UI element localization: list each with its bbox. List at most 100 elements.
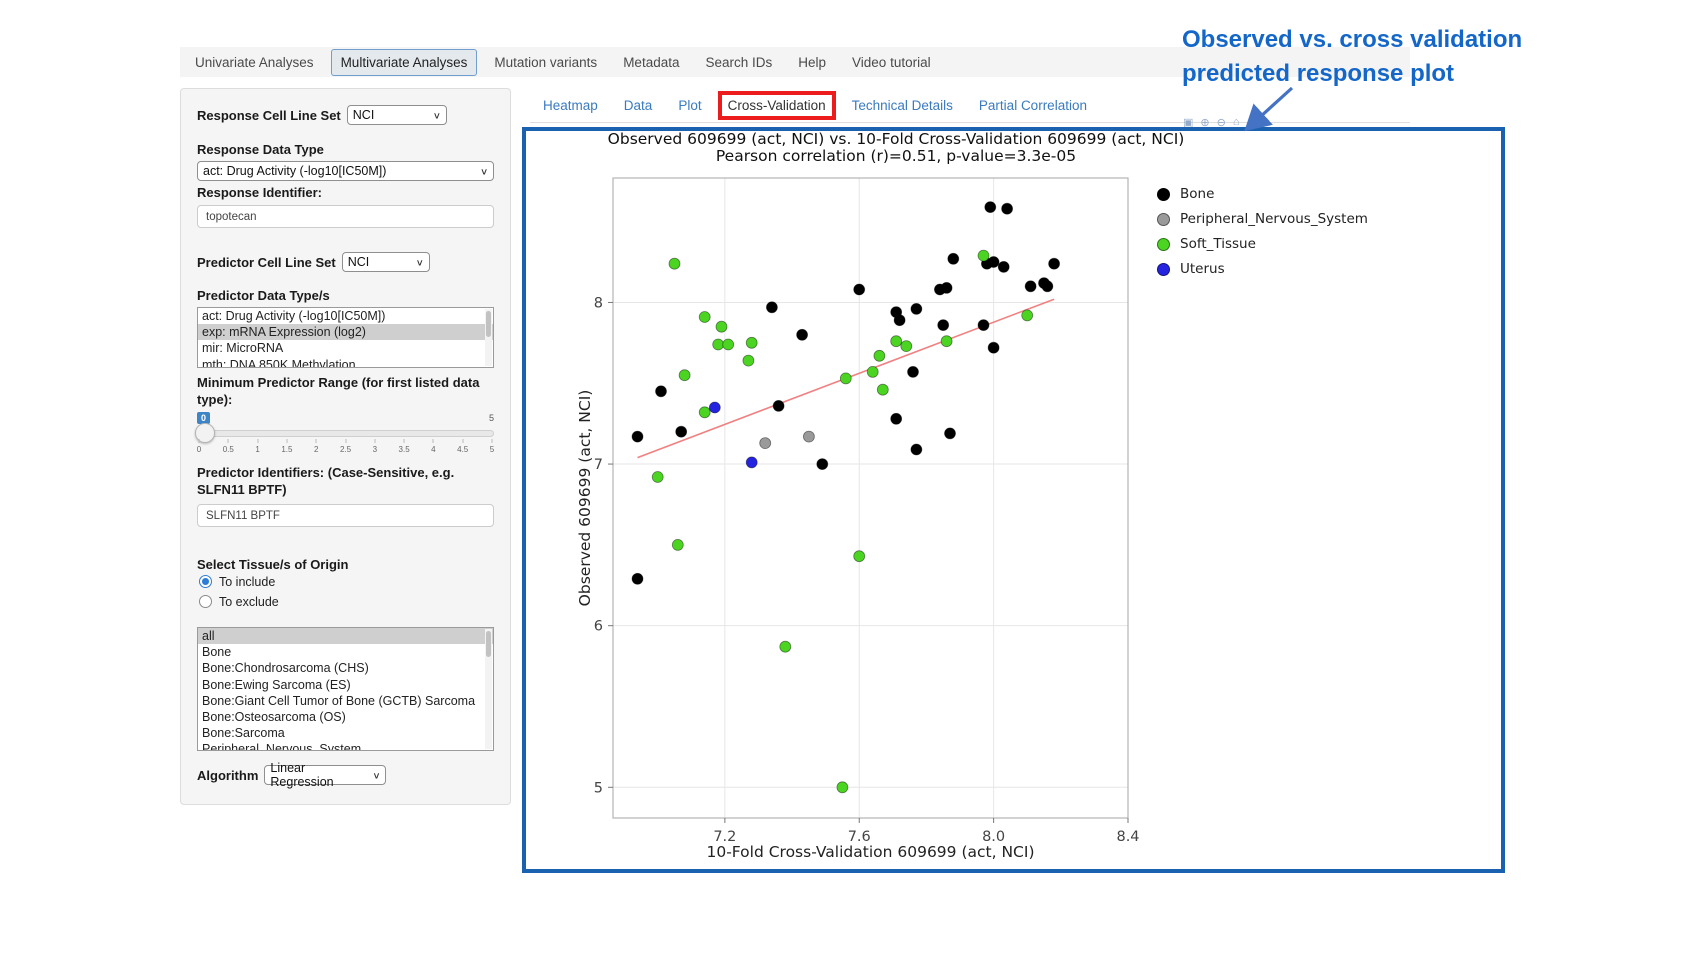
predictor-data-types-list[interactable]: act: Drug Activity (-log10[IC50M]) exp: m… xyxy=(197,307,494,368)
tab-heatmap[interactable]: Heatmap xyxy=(543,97,598,113)
nav-tab-help[interactable]: Help xyxy=(798,54,827,70)
radio-to-exclude[interactable]: To exclude xyxy=(199,595,494,609)
tissue-origin-list[interactable]: all Bone Bone:Chondrosarcoma (CHS) Bone:Ewi… xyxy=(197,627,494,751)
slider-handle[interactable] xyxy=(195,423,215,443)
legend-marker-icon xyxy=(1157,212,1170,226)
nav-tab-video-tutorial[interactable]: Video tutorial xyxy=(852,54,931,70)
predictor-cell-line-set-value: NCI xyxy=(347,255,370,269)
chevron-down-icon: ∨ xyxy=(479,166,488,177)
slider-tick-label: 2.5 xyxy=(339,445,352,454)
response-identifier-input[interactable] xyxy=(197,205,494,228)
predictor-data-types-label: Predictor Data Type/s xyxy=(197,288,330,303)
slider-tick-mark xyxy=(374,439,376,443)
legend-item-peripheral-nervous-system[interactable]: Peripheral_Nervous_System xyxy=(1157,211,1368,227)
slider-tick-label: 2 xyxy=(313,445,319,454)
algorithm-select[interactable]: Linear Regression ∨ xyxy=(264,761,387,789)
min-predictor-range-slider[interactable]: 0 5 0 0.5 1 1.5 2 2.5 3 3.5 4 4.5 5 xyxy=(195,412,495,456)
slider-tick-mark xyxy=(462,439,464,443)
nav-tab-search-ids[interactable]: Search IDs xyxy=(705,54,773,70)
plot-legend: Bone Peripheral_Nervous_System Soft_Tissue… xyxy=(1157,186,1368,286)
tissue-option-peripheral-nervous-system[interactable]: Peripheral_Nervous_System xyxy=(202,742,362,751)
slider-tick-mark xyxy=(198,439,200,443)
nav-tab-mutation-variants[interactable]: Mutation variants xyxy=(494,54,598,70)
legend-label: Peripheral_Nervous_System xyxy=(1180,211,1368,227)
tab-cross-validation[interactable]: Cross-Validation xyxy=(717,90,836,120)
tissue-origin-label: Select Tissue/s of Origin xyxy=(197,557,349,572)
radio-selected-icon xyxy=(199,575,212,588)
slider-tick-mark xyxy=(345,439,346,443)
tissue-option-bone-giant-cell-tumor-of-bone-gctb-sarcoma[interactable]: Bone:Giant Cell Tumor of Bone (GCTB) Sar… xyxy=(202,693,476,708)
predictor-type-option-mir-microrna[interactable]: mir: MicroRNA xyxy=(202,341,284,356)
slider-tick-label: 0.5 xyxy=(222,445,234,454)
slider-tick-label: 3 xyxy=(372,445,378,454)
slider-tick-mark xyxy=(315,439,317,443)
slider-tick-labels: 0 0.5 1 1.5 2 2.5 3 3.5 4 4.5 5 xyxy=(196,439,495,455)
nav-tab-multivariate-analyses[interactable]: Multivariate Analyses xyxy=(330,48,478,76)
slider-tick-mark xyxy=(491,439,493,443)
tissue-option-bone[interactable]: Bone xyxy=(202,645,232,660)
response-identifier-label: Response Identifier: xyxy=(197,185,322,200)
slider-tick-label: 5 xyxy=(489,445,495,454)
nav-tab-univariate-analyses[interactable]: Univariate Analyses xyxy=(195,54,314,70)
tissue-option-bone-chondrosarcoma-chs[interactable]: Bone:Chondrosarcoma (CHS) xyxy=(202,661,369,676)
tab-partial-correlation[interactable]: Partial Correlation xyxy=(978,97,1087,113)
legend-item-bone[interactable]: Bone xyxy=(1157,186,1368,202)
slider-max-label: 5 xyxy=(488,413,494,423)
predictor-type-option-exp-mrna-expression-log2[interactable]: exp: mRNA Expression (log2) xyxy=(198,324,493,341)
predictor-type-option-mth-dna-850k-methylation[interactable]: mth: DNA 850K Methylation xyxy=(202,357,356,368)
response-data-type-label: Response Data Type xyxy=(197,142,324,157)
zoom-out-icon[interactable]: ⊖ xyxy=(1216,117,1226,129)
annotation-frame-box xyxy=(522,127,1505,873)
response-data-type-value: act: Drug Activity (-log10[IC50M]) xyxy=(203,164,387,178)
response-cell-line-set-select[interactable]: NCI ∨ xyxy=(346,105,447,125)
min-predictor-range-label: Minimum Predictor Range (for first liste… xyxy=(197,375,480,407)
response-cell-line-set-value: NCI xyxy=(352,108,375,122)
slider-tick-mark xyxy=(432,439,434,443)
sidebar-panel: Response Cell Line Set NCI ∨ Response Da… xyxy=(180,88,511,805)
slider-value-badge: 0 xyxy=(197,412,211,424)
chart-title: Observed 609699 (act, NCI) vs. 10-Fold C… xyxy=(607,130,1185,148)
scrollbar[interactable] xyxy=(485,309,492,366)
chevron-down-icon: ∨ xyxy=(372,770,381,781)
nav-tab-metadata[interactable]: Metadata xyxy=(623,54,680,70)
slider-tick-label: 3.5 xyxy=(398,445,410,454)
chart-subtitle: Pearson correlation (r)=0.51, p-value=3.… xyxy=(715,147,1077,165)
response-data-type-select[interactable]: act: Drug Activity (-log10[IC50M]) ∨ xyxy=(197,161,494,181)
slider-tick-mark xyxy=(403,439,405,443)
chevron-down-icon: ∨ xyxy=(432,110,441,121)
legend-item-uterus[interactable]: Uterus xyxy=(1157,261,1368,277)
tissue-option-all[interactable]: all xyxy=(198,628,493,645)
slider-tick-label: 4.5 xyxy=(457,445,469,454)
tab-technical-details[interactable]: Technical Details xyxy=(851,97,953,113)
radio-to-include[interactable]: To include xyxy=(199,575,494,589)
legend-label: Bone xyxy=(1180,186,1215,202)
legend-label: Uterus xyxy=(1180,261,1225,277)
camera-icon[interactable]: ▣ xyxy=(1183,117,1194,129)
predictor-identifiers-input[interactable] xyxy=(197,504,494,527)
predictor-type-option-act-drug-activity-log10-ic50m[interactable]: act: Drug Activity (-log10[IC50M]) xyxy=(202,309,386,323)
top-nav: Univariate Analyses Multivariate Analyses… xyxy=(180,47,1410,77)
tab-plot[interactable]: Plot xyxy=(678,97,702,113)
scrollbar[interactable] xyxy=(485,629,492,749)
predictor-cell-line-set-label: Predictor Cell Line Set xyxy=(197,254,336,270)
annotation-heading: Observed vs. cross validation predicted … xyxy=(1182,23,1522,91)
slider-tick-label: 4 xyxy=(431,445,436,454)
radio-unselected-icon xyxy=(199,595,212,608)
predictor-identifiers-label: Predictor Identifiers: (Case-Sensitive, … xyxy=(197,465,455,497)
slider-tick-label: 0 xyxy=(196,445,202,454)
predictor-cell-line-set-select[interactable]: NCI ∨ xyxy=(341,252,430,272)
tabs-underline xyxy=(530,122,1410,123)
tissue-option-bone-osteosarcoma-os[interactable]: Bone:Osteosarcoma (OS) xyxy=(202,709,346,724)
annotation-heading-line2: predicted response plot xyxy=(1182,60,1455,87)
radio-to-include-label: To include xyxy=(219,575,276,589)
tab-data[interactable]: Data xyxy=(623,97,653,113)
tissue-option-bone-sarcoma[interactable]: Bone:Sarcoma xyxy=(202,726,285,741)
home-icon[interactable]: ⌂ xyxy=(1232,116,1240,128)
zoom-in-icon[interactable]: ⊕ xyxy=(1200,117,1210,129)
plot-modebar: ▣ ⊕ ⊖ ⌂ xyxy=(1183,116,1240,129)
slider-track[interactable] xyxy=(197,430,494,437)
legend-marker-icon xyxy=(1157,262,1170,276)
legend-item-soft-tissue[interactable]: Soft_Tissue xyxy=(1157,236,1368,252)
tissue-option-bone-ewing-sarcoma-es[interactable]: Bone:Ewing Sarcoma (ES) xyxy=(202,677,351,692)
x-axis-title: 10-Fold Cross-Validation 609699 (act, NC… xyxy=(706,843,1035,861)
